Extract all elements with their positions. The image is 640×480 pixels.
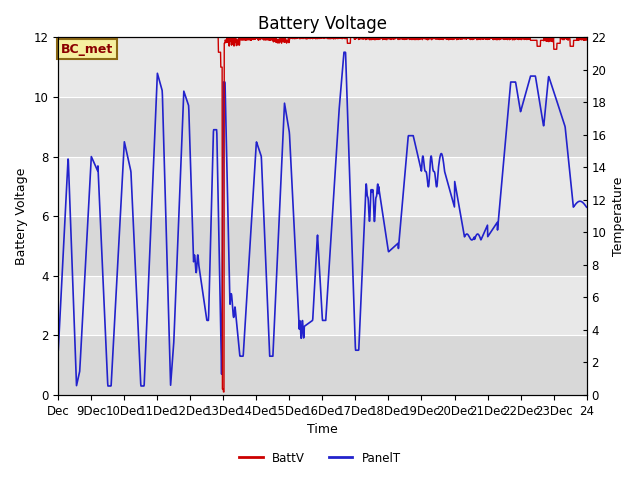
Y-axis label: Temperature: Temperature [612,177,625,256]
X-axis label: Time: Time [307,423,338,436]
Bar [58,37,587,97]
Bar [58,97,587,156]
Bar [58,336,587,395]
Bar [58,156,587,216]
Bar [58,216,587,276]
Title: Battery Voltage: Battery Voltage [258,15,387,33]
Bar [58,276,587,336]
Text: BC_met: BC_met [61,43,113,56]
Legend: BattV, PanelT: BattV, PanelT [234,447,406,469]
Y-axis label: Battery Voltage: Battery Voltage [15,168,28,265]
